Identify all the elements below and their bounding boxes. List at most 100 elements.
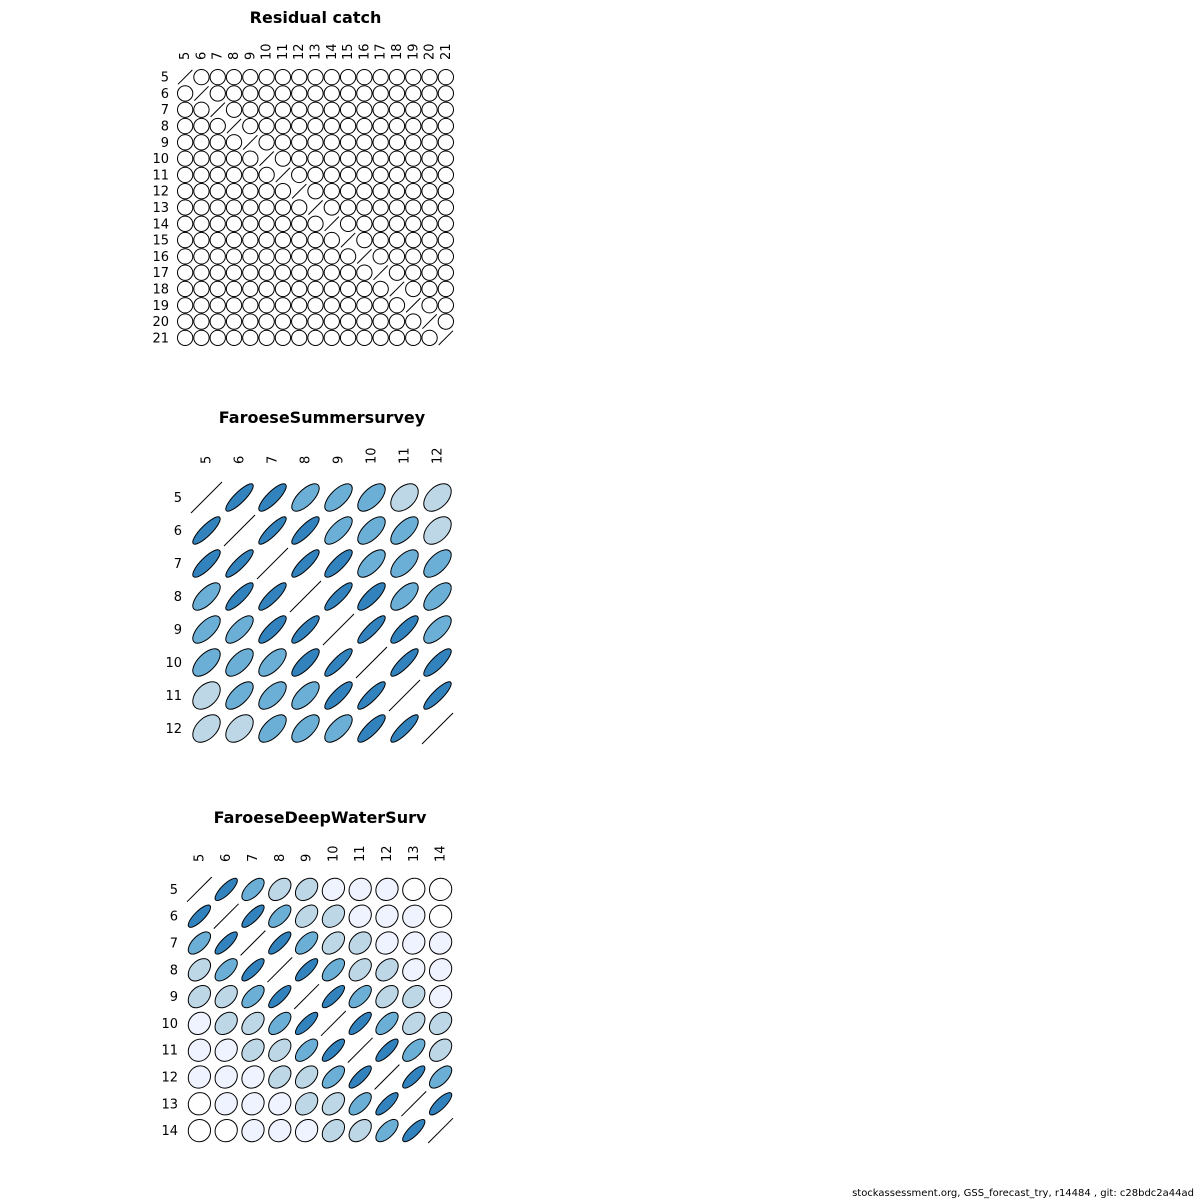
correlation-ellipse (423, 483, 452, 512)
correlation-ellipse (225, 215, 243, 232)
correlation-ellipse (242, 280, 259, 298)
correlation-ellipse (294, 1011, 319, 1036)
column-label: 11 (353, 845, 368, 862)
correlation-ellipse (390, 582, 419, 611)
correlation-ellipse (388, 313, 406, 330)
row-label: 11 (161, 1044, 178, 1059)
correlation-ellipse (242, 231, 259, 249)
correlation-ellipse (388, 248, 406, 265)
correlation-ellipse (405, 150, 422, 167)
correlation-ellipse (176, 101, 194, 118)
diagonal-line (226, 118, 242, 134)
diagonal-line (289, 580, 322, 613)
correlation-ellipse (390, 549, 419, 578)
correlation-ellipse (402, 904, 426, 928)
correlation-ellipse (405, 101, 422, 118)
correlation-ellipse (421, 215, 438, 232)
correlation-ellipse (258, 714, 287, 743)
correlation-ellipse (176, 199, 194, 216)
row-label: 5 (170, 883, 178, 898)
correlation-ellipse (209, 264, 226, 281)
correlation-ellipse (339, 134, 357, 151)
correlation-ellipse (258, 101, 275, 118)
column-label: 5 (178, 52, 193, 60)
correlation-ellipse (356, 183, 373, 200)
correlation-ellipse (307, 68, 324, 86)
correlation-ellipse (372, 248, 389, 265)
correlation-ellipse (421, 85, 438, 102)
correlation-ellipse (193, 215, 210, 232)
diagonal-line (322, 613, 355, 646)
correlation-ellipse (209, 280, 226, 298)
correlation-ellipse (258, 681, 287, 710)
correlation-ellipse (437, 117, 455, 135)
row-label: 8 (174, 590, 182, 605)
correlation-ellipse (321, 1118, 346, 1143)
correlation-ellipse (241, 904, 265, 928)
correlation-ellipse (324, 483, 353, 512)
correlation-ellipse (258, 68, 275, 86)
correlation-ellipse (291, 264, 308, 281)
correlation-ellipse (372, 231, 389, 249)
diagonal-line (259, 151, 275, 167)
correlation-ellipse (187, 984, 212, 1009)
correlation-ellipse (405, 231, 422, 249)
correlation-ellipse (258, 183, 275, 200)
row-label: 11 (152, 168, 169, 183)
correlation-ellipse (339, 248, 357, 265)
row-label: 9 (161, 136, 169, 151)
column-label: 11 (276, 43, 291, 60)
row-label: 7 (170, 937, 178, 952)
correlation-ellipse (405, 280, 422, 298)
correlation-ellipse (323, 280, 340, 298)
row-label: 14 (152, 217, 169, 232)
correlation-ellipse (241, 877, 265, 902)
correlation-ellipse (437, 280, 455, 298)
correlation-ellipse (274, 183, 292, 200)
diagonal-line (307, 199, 324, 216)
correlation-ellipse (176, 231, 194, 249)
correlation-ellipse (348, 1011, 372, 1036)
row-label: 5 (174, 491, 182, 506)
correlation-ellipse (402, 958, 426, 982)
correlation-ellipse (291, 150, 308, 167)
correlation-ellipse (192, 582, 221, 611)
correlation-ellipse (402, 877, 426, 902)
column-label: 5 (192, 854, 207, 862)
correlation-ellipse (421, 183, 438, 200)
correlation-ellipse (274, 264, 292, 281)
correlation-ellipse (242, 215, 259, 232)
correlation-ellipse (339, 150, 357, 167)
correlation-ellipse (428, 904, 453, 928)
correlation-ellipse (405, 183, 422, 200)
correlation-panel-3: FaroeseDeepWaterSurv 5 5 6 6 7 7 8 8 9 9 10 10 11 11 12… (161, 808, 454, 1144)
correlation-ellipse (268, 1092, 292, 1116)
correlation-ellipse (274, 248, 292, 265)
correlation-ellipse (372, 85, 389, 102)
diagonal-line (388, 679, 421, 712)
correlation-ellipse (268, 1118, 292, 1143)
correlation-ellipse (225, 134, 243, 151)
correlation-ellipse (294, 931, 319, 955)
correlation-ellipse (176, 313, 194, 330)
correlation-ellipse (294, 1065, 319, 1089)
correlation-ellipse (225, 199, 243, 216)
column-label: 13 (309, 43, 324, 60)
correlation-ellipse (209, 313, 226, 330)
correlation-ellipse (176, 150, 194, 167)
correlation-ellipse (193, 231, 210, 249)
correlation-ellipse (323, 199, 340, 216)
correlation-ellipse (187, 904, 212, 928)
correlation-ellipse (372, 329, 389, 347)
correlation-ellipse (193, 297, 210, 314)
correlation-ellipse (307, 166, 324, 184)
correlation-ellipse (307, 101, 324, 118)
correlation-ellipse (375, 931, 399, 955)
correlation-ellipse (339, 297, 357, 314)
correlation-ellipse (321, 1092, 346, 1116)
diagonal-line (427, 1117, 454, 1144)
correlation-ellipse (242, 183, 259, 200)
correlation-ellipse (428, 958, 453, 982)
correlation-ellipse (324, 681, 353, 710)
correlation-ellipse (437, 101, 455, 118)
